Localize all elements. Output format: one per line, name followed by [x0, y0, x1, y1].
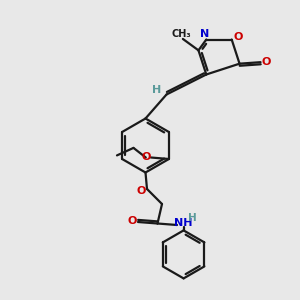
Text: N: N — [200, 29, 209, 39]
Text: O: O — [261, 57, 271, 67]
Text: CH₃: CH₃ — [172, 29, 191, 39]
Text: O: O — [141, 152, 151, 162]
Text: O: O — [128, 216, 137, 226]
Text: O: O — [234, 32, 243, 41]
Text: NH: NH — [174, 218, 193, 228]
Text: H: H — [152, 85, 161, 95]
Text: H: H — [188, 213, 197, 224]
Text: O: O — [137, 185, 146, 196]
